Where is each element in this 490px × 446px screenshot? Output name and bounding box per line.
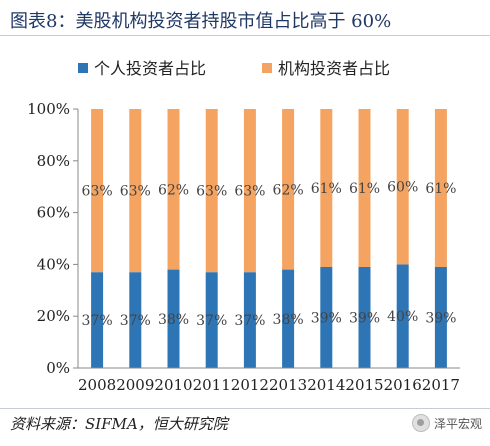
data-label-individual: 39% — [349, 310, 380, 326]
x-axis: 2008 2009 2010 2011 2012 2013 2014 2015 2016 2017 — [78, 367, 460, 394]
legend-swatch-individual — [78, 63, 88, 73]
bottom-rule — [0, 408, 490, 409]
chart: 个人投资者占比 机构投资者占比 0% 20% 40% 60% 80% 100% 37% 63… — [27, 59, 460, 394]
data-label-institutional: 63% — [82, 184, 113, 200]
x-tick-label: 2010 — [154, 376, 192, 394]
data-label-institutional: 61% — [349, 181, 380, 197]
bar-institutional — [358, 109, 371, 267]
x-tick-label: 2009 — [116, 376, 154, 394]
y-tick-label: 0% — [46, 359, 70, 377]
bar-labels: 37% 63% 37% 63% 38% 62% 37% 63% 37% 63% 38% 62% 39% 6… — [82, 180, 457, 329]
x-tick-label: 2017 — [422, 376, 460, 394]
x-tick-label: 2014 — [307, 376, 345, 394]
data-label-institutional: 61% — [425, 181, 456, 197]
data-label-individual: 39% — [311, 310, 342, 326]
data-label-individual: 38% — [158, 312, 189, 328]
watermark: 泽平宏观 — [411, 414, 482, 432]
y-axis: 0% 20% 40% 60% 80% 100% — [27, 100, 79, 377]
bar-institutional — [282, 109, 295, 270]
y-tick-label: 60% — [37, 204, 70, 222]
watermark-text: 泽平宏观 — [433, 416, 482, 431]
data-label-individual: 37% — [196, 313, 227, 329]
bar-individual — [205, 272, 218, 368]
y-tick-label: 100% — [27, 100, 70, 118]
legend-label-individual: 个人投资者占比 — [94, 59, 206, 78]
data-label-institutional: 63% — [234, 184, 265, 200]
data-label-individual: 40% — [387, 309, 418, 325]
chart-title: 图表8：美股机构投资者持股市值占比高于 60% — [10, 11, 392, 32]
data-label-institutional: 61% — [311, 181, 342, 197]
bars — [91, 109, 447, 368]
x-tick-label: 2008 — [78, 376, 116, 394]
source-note: 资料来源：SIFMA，恒大研究院 — [10, 415, 228, 433]
bar-individual — [91, 272, 104, 368]
x-tick-label: 2011 — [193, 376, 231, 394]
x-tick-label: 2016 — [384, 376, 422, 394]
data-label-institutional: 62% — [273, 182, 304, 198]
wechat-icon — [411, 414, 430, 432]
bar-individual — [167, 269, 180, 368]
data-label-individual: 37% — [234, 313, 265, 329]
bar-institutional — [434, 109, 447, 267]
data-label-individual: 37% — [120, 313, 151, 329]
bar-individual — [396, 264, 409, 368]
bar-individual — [243, 272, 256, 368]
bar-individual — [434, 266, 447, 368]
bar-institutional — [320, 109, 333, 267]
data-label-individual: 37% — [82, 313, 113, 329]
bar-institutional — [243, 109, 256, 273]
x-tick-label: 2013 — [269, 376, 307, 394]
legend: 个人投资者占比 机构投资者占比 — [78, 59, 390, 78]
bar-individual — [358, 266, 371, 368]
x-tick-label: 2012 — [231, 376, 269, 394]
bar-individual — [282, 269, 295, 368]
data-label-institutional: 63% — [196, 184, 227, 200]
bar-institutional — [205, 109, 218, 273]
bar-institutional — [396, 109, 409, 265]
data-label-institutional: 62% — [158, 182, 189, 198]
y-tick-label: 40% — [37, 255, 70, 273]
bar-institutional — [167, 109, 180, 270]
bar-individual — [320, 266, 333, 368]
bar-institutional — [129, 109, 142, 273]
x-tick-label: 2015 — [345, 376, 383, 394]
legend-label-institutional: 机构投资者占比 — [278, 59, 390, 78]
y-tick-label: 20% — [37, 307, 70, 325]
y-tick-label: 80% — [37, 152, 70, 170]
data-label-institutional: 63% — [120, 184, 151, 200]
bar-individual — [129, 272, 142, 368]
data-label-institutional: 60% — [387, 180, 418, 196]
data-label-individual: 39% — [425, 310, 456, 326]
legend-swatch-institutional — [262, 63, 272, 73]
bar-institutional — [91, 109, 104, 273]
data-label-individual: 38% — [273, 312, 304, 328]
title-bar: 图表8：美股机构投资者持股市值占比高于 60% — [0, 0, 490, 36]
